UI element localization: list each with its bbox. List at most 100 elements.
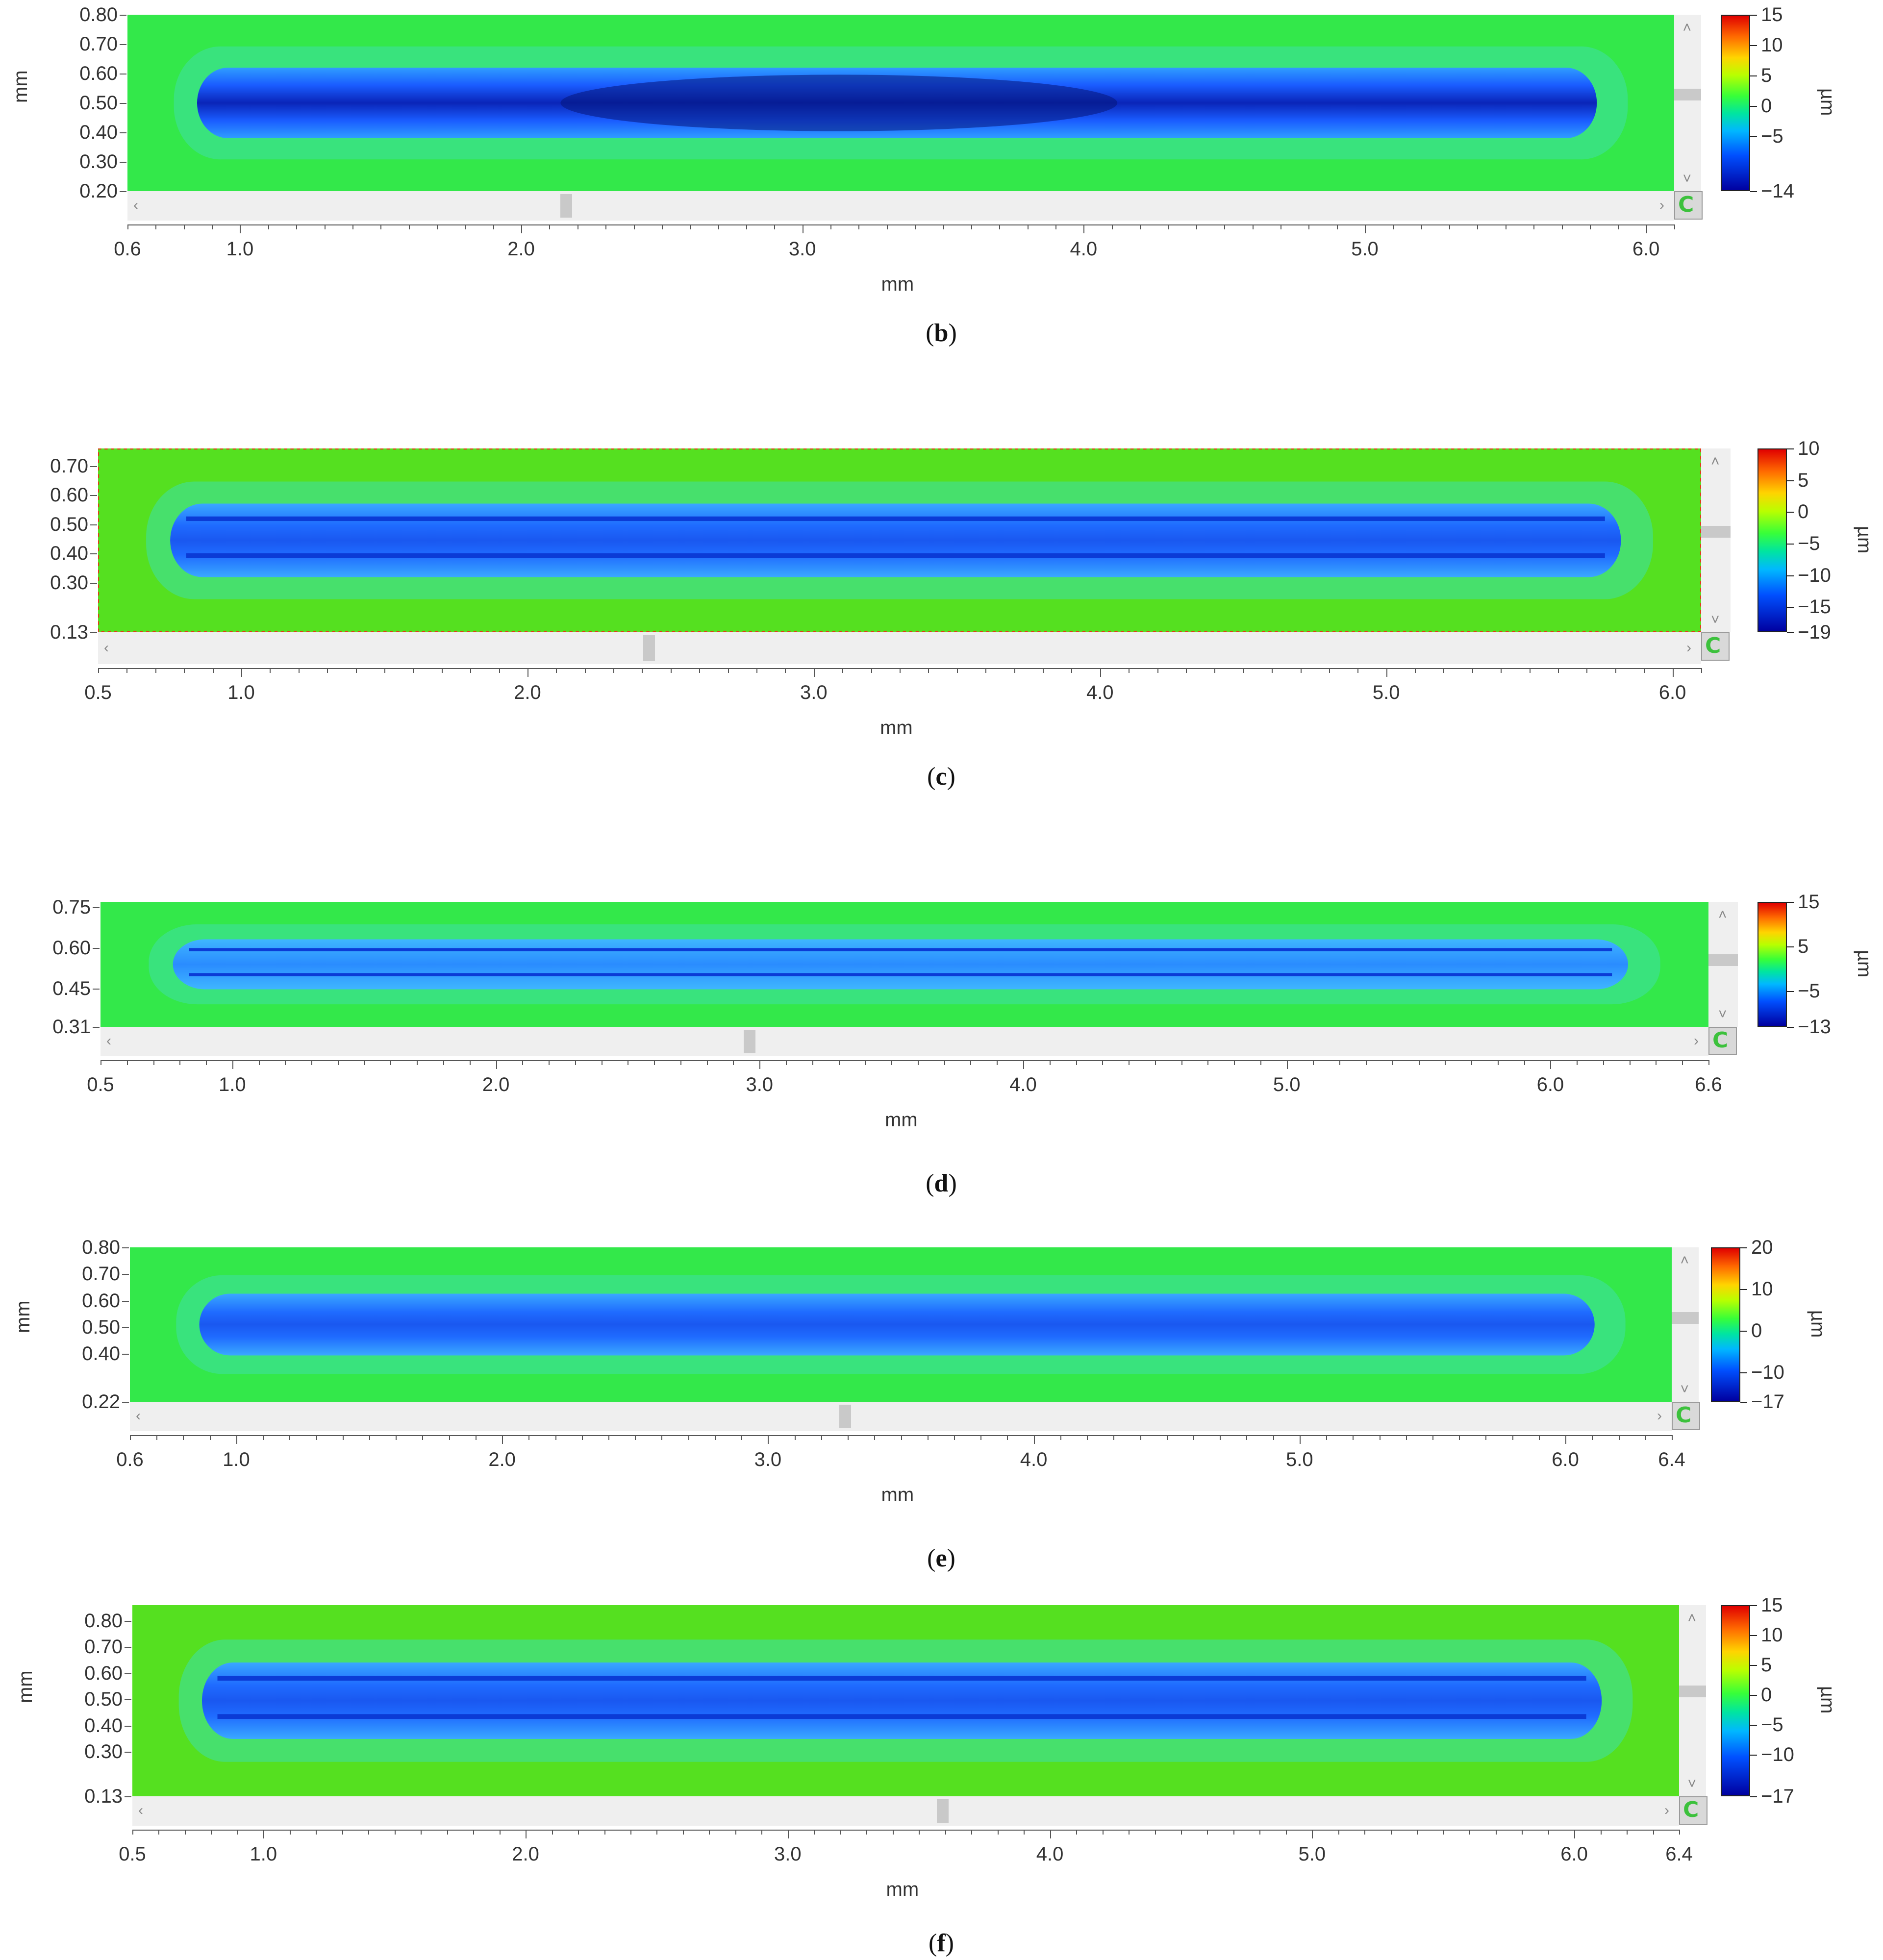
panel-d-vertical-scroll-thumb[interactable] [1708, 954, 1738, 967]
panel-d-reset-view-button[interactable]: C [1708, 1027, 1737, 1055]
panel-b-x-minor-tick [1280, 224, 1281, 229]
panel-c-x-minor-tick [1701, 668, 1702, 673]
panel-c-x-axis-title: mm [880, 717, 913, 739]
panel-d-x-tick-label: 3.0 [746, 1074, 774, 1095]
panel-d-x-minor-tick [1234, 1060, 1235, 1065]
caption-letter: c [935, 763, 947, 791]
panel-c-x-minor-tick [1357, 668, 1359, 673]
panel-e-y-tick-mark [122, 1354, 129, 1355]
panel-b-horizontal-scrollbar[interactable]: ‹ › [127, 191, 1674, 221]
panel-e-x-minor-tick [289, 1435, 291, 1440]
panel-c-vertical-scroll-thumb[interactable] [1701, 525, 1731, 538]
panel-c-x-minor-tick [413, 668, 414, 673]
panel-c-x-minor-tick [1157, 668, 1158, 673]
panel-f-horizontal-scroll-thumb[interactable] [936, 1799, 949, 1823]
panel-e-x-tick-label: 0.6 [116, 1449, 144, 1470]
panel-f-reset-view-button[interactable]: C [1679, 1796, 1707, 1825]
panel-f-x-minor-tick [1024, 1830, 1025, 1835]
panel-e-colorbar [1711, 1247, 1740, 1402]
panel-e-x-minor-tick [821, 1435, 822, 1440]
panel-f-horizontal-scrollbar[interactable]: ‹ › [132, 1796, 1679, 1826]
panel-c-reset-view-button[interactable]: C [1701, 632, 1730, 661]
panel-b-x-tick-label: 0.6 [114, 238, 141, 260]
panel-b-colorbar [1721, 15, 1750, 191]
panel-b-x-minor-tick [999, 224, 1001, 229]
panel-c-y-tick-label: 0.50 [50, 513, 88, 535]
panel-b-reset-view-button[interactable]: C [1674, 191, 1703, 220]
panel-d-scroll-right-arrow[interactable]: › [1694, 1033, 1699, 1049]
panel-f-scroll-up-arrow[interactable]: ˄ [1687, 1610, 1697, 1626]
panel-d-horizontal-scroll-thumb[interactable] [744, 1030, 755, 1053]
panel-e-horizontal-scroll-thumb[interactable] [839, 1405, 851, 1428]
panel-b-scroll-right-arrow[interactable]: › [1659, 197, 1664, 213]
panel-b-x-minor-tick [774, 224, 776, 229]
panel-d-vertical-scrollbar[interactable]: ˄ ˅ [1708, 902, 1738, 1027]
panel-f-x-tick-label: 6.0 [1560, 1843, 1588, 1865]
panel-c-scroll-up-arrow[interactable]: ˄ [1711, 453, 1720, 470]
panel-b-vertical-scroll-thumb[interactable] [1674, 89, 1701, 101]
panel-c-scroll-right-arrow[interactable]: › [1686, 639, 1691, 656]
panel-e-reset-view-button[interactable]: C [1672, 1402, 1700, 1430]
panel-b-vertical-scrollbar[interactable]: ˄ ˅ [1674, 15, 1701, 191]
panel-f-scroll-down-arrow[interactable]: ˅ [1687, 1776, 1697, 1792]
panel-b-x-minor-tick [352, 224, 353, 229]
panel-b-scroll-down-arrow[interactable]: ˅ [1682, 171, 1692, 187]
panel-f-vertical-scrollbar[interactable]: ˄ ˅ [1679, 1605, 1706, 1796]
panel-c-x-minor-tick [1272, 668, 1273, 673]
panel-b-x-minor-tick [718, 224, 719, 229]
panel-e-scroll-down-arrow[interactable]: ˅ [1680, 1381, 1689, 1397]
panel-b-scroll-left-arrow[interactable]: ‹ [133, 197, 138, 213]
panel-d-x-minor-tick [417, 1060, 418, 1065]
panel-e-x-minor-tick [1113, 1435, 1115, 1440]
panel-e-x-minor-tick [927, 1435, 929, 1440]
panel-c-x-minor-tick [699, 668, 701, 673]
panel-e-colorbar-tick-label: −10 [1751, 1362, 1784, 1384]
panel-e-horizontal-scrollbar[interactable]: ‹ › [130, 1402, 1672, 1431]
panel-e-scroll-left-arrow[interactable]: ‹ [136, 1408, 141, 1424]
panel-b-x-minor-tick [1224, 224, 1226, 229]
panel-d-scroll-down-arrow[interactable]: ˅ [1718, 1006, 1727, 1022]
panel-e-scroll-up-arrow[interactable]: ˄ [1680, 1252, 1689, 1268]
panel-c-scroll-left-arrow[interactable]: ‹ [104, 639, 109, 656]
caption-letter: d [934, 1169, 949, 1197]
panel-b-x-minor-tick [1168, 224, 1169, 229]
panel-c-horizontal-scrollbar[interactable]: ‹ › [98, 632, 1701, 664]
panel-e-scroll-right-arrow[interactable]: › [1657, 1408, 1662, 1424]
panel-d-scroll-up-arrow[interactable]: ˄ [1718, 907, 1727, 923]
panel-c-scroll-down-arrow[interactable]: ˅ [1711, 612, 1720, 628]
panel-c-y-tick-label: 0.70 [50, 455, 88, 477]
panel-b-horizontal-scroll-thumb[interactable] [560, 194, 573, 218]
panel-b-x-minor-tick [605, 224, 607, 229]
panel-c-vertical-scrollbar[interactable]: ˄ ˅ [1701, 448, 1731, 632]
panel-b-x-tick-label: 3.0 [788, 238, 816, 260]
panel-f-scroll-left-arrow[interactable]: ‹ [138, 1802, 143, 1818]
panel-d-x-minor-tick [1181, 1060, 1182, 1065]
panel-c-x-minor-tick [270, 668, 271, 673]
panel-b-scroll-up-arrow[interactable]: ˄ [1682, 20, 1692, 36]
panel-c-x-minor-tick [1329, 668, 1330, 673]
panel-c-x-minor-tick [556, 668, 557, 673]
panel-d-horizontal-scrollbar[interactable]: ‹ › [100, 1027, 1708, 1056]
panel-e-vertical-scrollbar[interactable]: ˄ ˅ [1672, 1247, 1699, 1402]
caption-open-paren: ( [926, 319, 934, 347]
refresh-icon: C [1676, 1403, 1692, 1428]
panel-b-x-minor-tick [1533, 224, 1535, 229]
panel-e-x-minor-tick [1087, 1435, 1088, 1440]
panel-b-y-tick-mark [120, 103, 126, 104]
panel-e-vertical-scroll-thumb[interactable] [1672, 1312, 1699, 1324]
panel-e-x-minor-tick [263, 1435, 264, 1440]
panel-e-x-tick-label: 5.0 [1286, 1449, 1313, 1470]
panel-c-horizontal-scroll-thumb[interactable] [643, 635, 655, 661]
panel-b-colorbar-tick-label: 0 [1761, 95, 1772, 117]
panel-f-x-minor-tick [1129, 1830, 1130, 1835]
panel-f-x-minor-tick [184, 1830, 186, 1835]
panel-b-x-minor-tick [1393, 224, 1394, 229]
panel-c-colorbar [1757, 448, 1787, 632]
panel-d-scroll-left-arrow[interactable]: ‹ [106, 1033, 111, 1049]
panel-f-vertical-scroll-thumb[interactable] [1679, 1685, 1706, 1697]
panel-d-y-tick-mark [93, 989, 100, 990]
panel-f-scroll-right-arrow[interactable]: › [1664, 1802, 1669, 1818]
panel-f-x-minor-tick [1338, 1830, 1339, 1835]
panel-d-colorbar [1757, 902, 1787, 1027]
refresh-icon: C [1678, 192, 1694, 217]
